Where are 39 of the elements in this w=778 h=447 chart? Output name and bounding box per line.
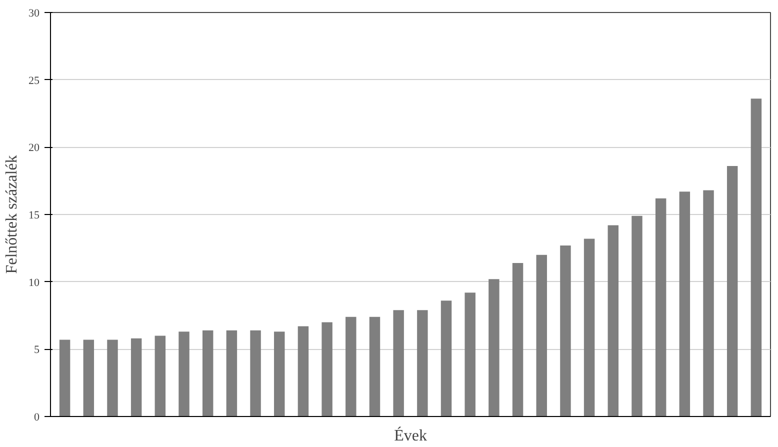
bar [322, 322, 332, 416]
bar [536, 254, 547, 416]
bar [107, 340, 118, 416]
y-tick-label: 0 [34, 412, 40, 424]
bar [488, 279, 500, 416]
bar [464, 292, 476, 416]
y-tick-label: 10 [28, 276, 40, 289]
bar [584, 238, 595, 416]
bar [83, 340, 94, 416]
bar [369, 316, 380, 416]
bar [726, 166, 738, 416]
bar [393, 310, 404, 416]
y-tick-label: 20 [28, 142, 40, 154]
bar [560, 245, 571, 416]
bar [178, 332, 190, 416]
bar [59, 340, 70, 416]
y-tick-label: 30 [28, 8, 40, 20]
bar [512, 262, 524, 416]
y-tick-label: 25 [28, 74, 40, 87]
bar [154, 336, 166, 416]
bar [417, 310, 428, 416]
bar [750, 98, 762, 416]
bar [703, 190, 714, 416]
y-tick-label: 5 [34, 344, 40, 356]
bar [226, 330, 238, 416]
bar [130, 338, 142, 416]
bar [250, 330, 261, 416]
bar [632, 216, 642, 416]
bar [202, 330, 214, 416]
bar [274, 332, 285, 416]
bar [655, 198, 666, 416]
bar [298, 326, 309, 416]
x-axis-title: Évek [394, 426, 427, 444]
bar [346, 316, 356, 416]
bar [440, 300, 452, 416]
bar [679, 192, 690, 416]
bar [608, 225, 619, 416]
y-axis-title: Felnőttek százalék [4, 155, 20, 274]
y-tick-label: 15 [28, 210, 40, 222]
